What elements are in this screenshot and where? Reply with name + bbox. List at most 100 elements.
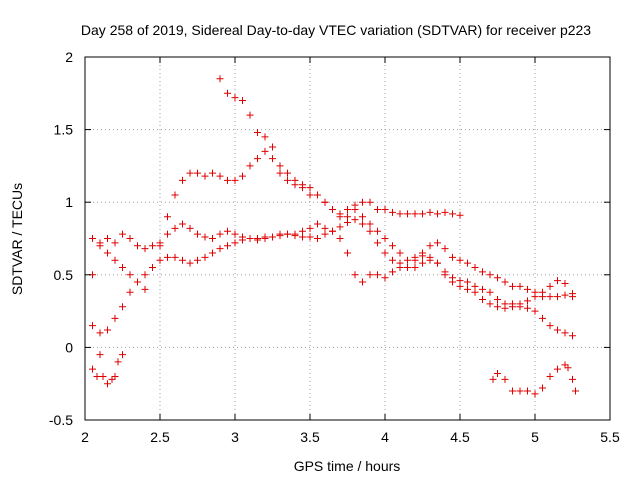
data-point bbox=[269, 233, 276, 241]
data-point bbox=[509, 303, 516, 311]
data-point bbox=[441, 271, 449, 279]
data-point bbox=[359, 278, 366, 286]
data-point bbox=[449, 210, 456, 218]
data-point bbox=[516, 303, 524, 311]
y-tick-label: 0.5 bbox=[54, 267, 74, 283]
data-point bbox=[456, 211, 464, 219]
data-point bbox=[359, 213, 366, 221]
data-points bbox=[89, 75, 579, 398]
data-point bbox=[246, 162, 254, 170]
data-point bbox=[141, 245, 149, 253]
data-point bbox=[546, 322, 554, 330]
data-point bbox=[434, 210, 441, 218]
data-point bbox=[404, 264, 411, 272]
data-point bbox=[156, 239, 164, 247]
y-axis-label: SDTVAR / TECUs bbox=[9, 183, 25, 295]
data-point bbox=[126, 288, 134, 296]
data-point bbox=[209, 235, 216, 242]
data-point bbox=[231, 230, 239, 238]
data-point bbox=[434, 259, 441, 267]
data-point bbox=[359, 220, 366, 228]
data-point bbox=[539, 288, 546, 296]
data-point bbox=[119, 303, 126, 311]
data-point bbox=[494, 370, 501, 378]
data-point bbox=[164, 253, 171, 261]
data-point bbox=[171, 191, 179, 199]
data-point bbox=[389, 256, 396, 264]
data-point bbox=[291, 176, 299, 184]
data-point bbox=[539, 384, 546, 392]
data-point bbox=[464, 278, 471, 286]
data-point bbox=[284, 176, 291, 184]
axis-ticks: 2 2.5 3 3.5 4 4.5 5 5.5 -0.5 0 0.5 1 1.5 2 bbox=[49, 49, 620, 445]
data-point bbox=[344, 205, 351, 213]
data-point bbox=[149, 264, 156, 272]
data-point bbox=[231, 94, 239, 102]
data-point bbox=[93, 372, 101, 380]
data-point bbox=[374, 205, 381, 213]
data-point bbox=[501, 304, 509, 312]
data-point bbox=[381, 249, 389, 257]
data-point bbox=[554, 277, 561, 285]
data-point bbox=[426, 208, 434, 216]
data-point bbox=[374, 271, 381, 279]
data-point bbox=[119, 230, 126, 238]
data-point bbox=[269, 143, 276, 151]
data-point bbox=[186, 259, 194, 267]
y-tick-label: 2 bbox=[65, 49, 73, 65]
data-point bbox=[366, 227, 374, 235]
data-point bbox=[539, 314, 546, 322]
data-point bbox=[134, 242, 141, 250]
data-point bbox=[479, 268, 486, 276]
data-point bbox=[314, 191, 321, 199]
data-point bbox=[494, 295, 501, 303]
data-point bbox=[524, 297, 531, 305]
data-point bbox=[381, 205, 389, 213]
data-point bbox=[261, 233, 269, 241]
data-point bbox=[231, 176, 239, 184]
data-point bbox=[441, 245, 449, 253]
data-point bbox=[419, 252, 426, 260]
data-point bbox=[216, 230, 224, 238]
data-point bbox=[524, 285, 531, 293]
data-point bbox=[164, 213, 171, 221]
data-point bbox=[306, 224, 314, 232]
data-point bbox=[464, 285, 471, 293]
data-point bbox=[351, 271, 359, 279]
x-tick-label: 2.5 bbox=[150, 429, 170, 445]
data-point bbox=[104, 380, 111, 388]
series-track-lower bbox=[89, 220, 576, 340]
data-point bbox=[171, 253, 179, 261]
data-point bbox=[554, 365, 561, 373]
data-point bbox=[471, 264, 479, 272]
data-point bbox=[411, 264, 419, 272]
data-point bbox=[299, 181, 306, 189]
data-point bbox=[336, 235, 344, 242]
x-tick-label: 3.5 bbox=[300, 429, 320, 445]
data-point bbox=[531, 307, 539, 315]
data-point bbox=[344, 219, 351, 227]
x-tick-label: 4.5 bbox=[450, 429, 470, 445]
data-point bbox=[464, 259, 471, 267]
data-point bbox=[336, 223, 344, 231]
data-point bbox=[486, 288, 494, 296]
data-point bbox=[509, 282, 516, 290]
data-point bbox=[321, 224, 329, 232]
data-point bbox=[389, 268, 396, 276]
data-point bbox=[254, 155, 261, 163]
data-point bbox=[246, 235, 254, 242]
data-point bbox=[141, 271, 149, 279]
data-point bbox=[426, 253, 434, 261]
data-point bbox=[239, 97, 246, 105]
data-point bbox=[299, 227, 306, 235]
data-point bbox=[186, 169, 194, 177]
data-point bbox=[404, 210, 411, 218]
data-point bbox=[269, 155, 276, 163]
data-point bbox=[554, 326, 561, 334]
data-point bbox=[396, 249, 404, 257]
data-point bbox=[531, 390, 539, 398]
y-tick-label: 0 bbox=[65, 339, 73, 355]
data-point bbox=[171, 224, 179, 232]
data-point bbox=[209, 249, 216, 257]
